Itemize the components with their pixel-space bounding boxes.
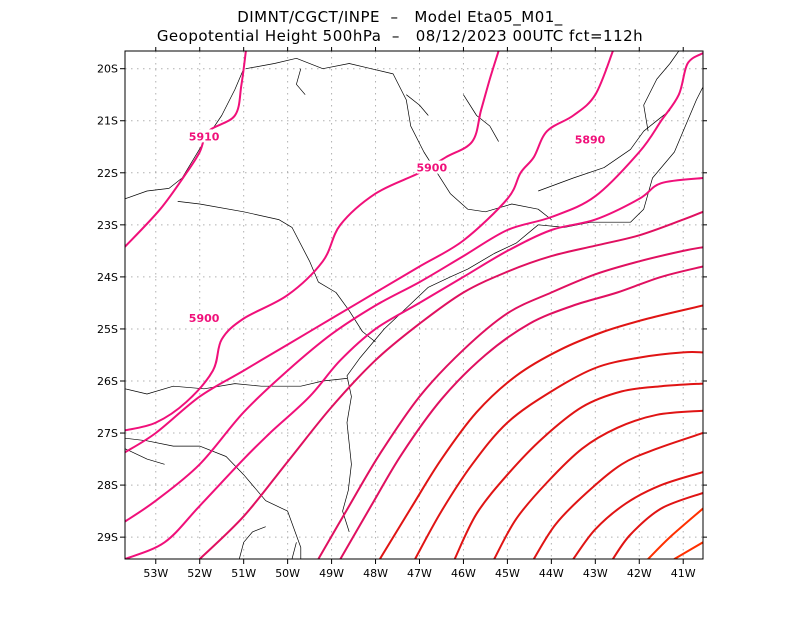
tick-label-x: 41W [671, 567, 696, 580]
tick-label-y: 28S [97, 479, 118, 492]
coastline-segment [125, 378, 348, 395]
tick-label-y: 20S [97, 63, 118, 76]
tick-label-y: 24S [97, 271, 118, 284]
coastline-segment [125, 448, 165, 465]
chart-title-line-1: DIMNT/CGCT/INPE – Model Eta05_M01_ [237, 8, 563, 26]
contour-label-4: 5900 [189, 312, 220, 325]
contour-line-1 [125, 51, 247, 248]
contour-line-8 [339, 265, 703, 559]
coastline-segment [538, 110, 671, 192]
coastline-borders [125, 51, 703, 559]
contour-labels: 5910 5900 5890 5900 [189, 129, 606, 325]
coastline-segment [296, 68, 306, 95]
coastline-segment [406, 94, 429, 116]
contour-line-10 [414, 351, 703, 559]
tick-label-x: 44W [539, 567, 564, 580]
contour-label-bg [189, 129, 220, 143]
contour-line-16 [647, 507, 703, 559]
tick-label-x: 51W [231, 567, 256, 580]
contour-line-17 [673, 541, 703, 559]
tick-label-y: 23S [97, 219, 118, 232]
contour-line-2 [125, 51, 500, 432]
tick-label-x: 53W [143, 567, 168, 580]
tick-label-x: 43W [583, 567, 608, 580]
contour-line-11 [453, 382, 703, 559]
contour-label-1: 5910 [189, 130, 220, 143]
tick-label-x: 49W [319, 567, 344, 580]
tick-label-x: 45W [495, 567, 520, 580]
tick-label-x: 42W [627, 567, 652, 580]
contour-line-5 [125, 177, 703, 559]
tick-label-x: 50W [275, 567, 300, 580]
contour-line-12 [493, 409, 703, 559]
contour-line-6 [198, 210, 703, 559]
tick-label-y: 29S [97, 531, 118, 544]
contour-line-13 [532, 432, 703, 559]
tick-label-x: 48W [363, 567, 388, 580]
contour-label-bg [189, 311, 220, 325]
coastline-segment [177, 201, 376, 343]
coastline-segment [125, 51, 247, 200]
contour-line-3 [125, 51, 614, 454]
plot-frame [124, 50, 704, 560]
contour-line-4 [125, 52, 703, 523]
contour-label-3: 5890 [575, 134, 606, 147]
contour-line-9 [378, 304, 703, 559]
coastline-segment [342, 86, 703, 533]
tick-label-x: 46W [451, 567, 476, 580]
tick-label-x: 47W [407, 567, 432, 580]
coastline-segment [125, 437, 302, 559]
contour-label-bg [416, 160, 447, 174]
chart-title-line-2: Geopotential Height 500hPa – 08/12/2023 … [156, 27, 644, 45]
contour-lines [125, 51, 703, 559]
contour-line-15 [611, 491, 703, 559]
tick-label-y: 27S [97, 427, 118, 440]
tick-label-y: 22S [97, 167, 118, 180]
coastline-segment [463, 94, 499, 142]
axis-ticks: 53W 52W 51W 50W 49W 48W 47W 46W 45W 44W 43W 42W 41W 2… [97, 47, 707, 580]
contour-line-14 [572, 471, 703, 559]
grid-lines [125, 51, 703, 559]
tick-label-x: 52W [187, 567, 212, 580]
contour-line-7 [317, 246, 703, 559]
coastline-segment [238, 526, 266, 559]
coastline-segment [291, 542, 297, 559]
contour-label-2: 5900 [416, 162, 447, 175]
coastline-segment [643, 51, 680, 132]
tick-label-y: 21S [97, 115, 118, 128]
coastline-segment [245, 57, 552, 220]
tick-label-y: 25S [97, 323, 118, 336]
tick-label-y: 26S [97, 375, 118, 388]
contour-label-bg [575, 132, 606, 146]
